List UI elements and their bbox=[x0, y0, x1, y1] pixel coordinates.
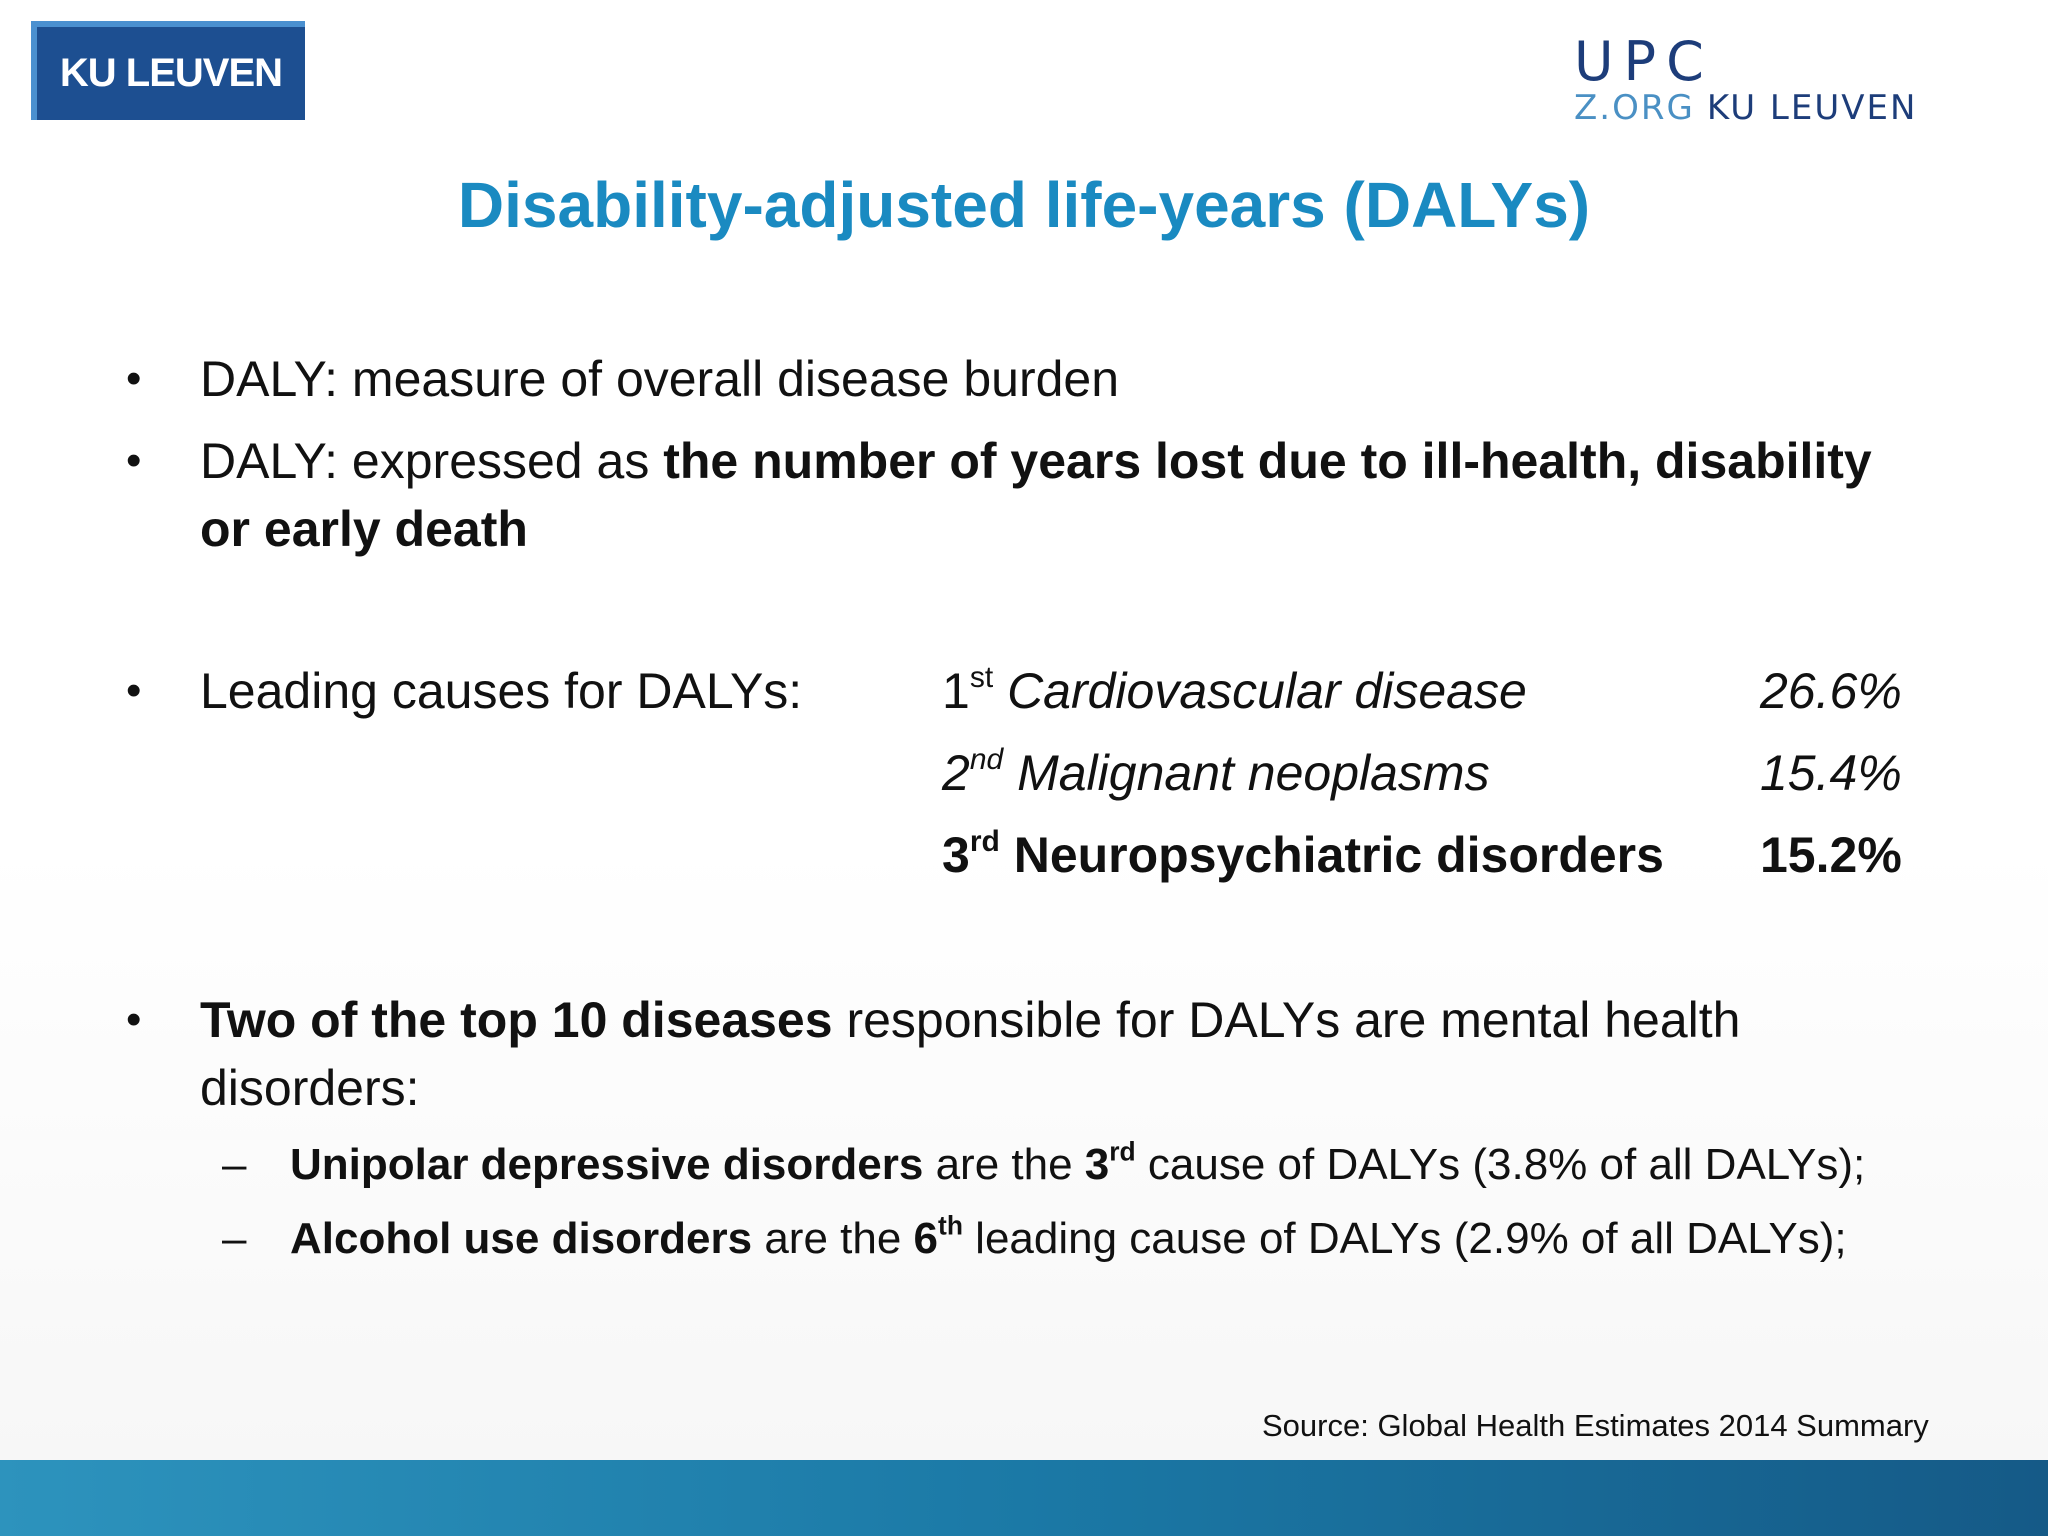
sub-bullet-dash: – bbox=[222, 1140, 247, 1189]
cause-pct-3: 15.2% bbox=[1760, 827, 1902, 883]
bullet-marker: • bbox=[126, 666, 142, 715]
cause-pct-2: 15.4% bbox=[1760, 745, 1902, 801]
cause-rank-suffix: nd bbox=[969, 743, 1004, 776]
cause-rank-suffix: st bbox=[969, 661, 994, 694]
sub-bullet-alcohol: Alcohol use disorders are the 6th leadin… bbox=[290, 1202, 1970, 1276]
cause-rank-suffix: rd bbox=[969, 825, 1000, 858]
slide-title: Disability-adjusted life-years (DALYs) bbox=[457, 169, 1591, 241]
bullet-leading-causes: Leading causes for DALYs: bbox=[200, 663, 803, 719]
sub-bullet-unipolar: Unipolar depressive disorders are the 3r… bbox=[290, 1128, 1970, 1202]
bullet-daly-expressed: DALY: expressed as the number of years l… bbox=[200, 427, 1920, 563]
upc-logo: UPC Z.ORG KU LEUVEN bbox=[1572, 30, 1992, 136]
upc-logo-kuleuven: KU LEUVEN bbox=[1706, 88, 1918, 128]
bullet-top-ten: Two of the top 10 diseases responsible f… bbox=[200, 986, 1820, 1122]
sub-bullet-rest: cause of DALYs (3.8% of all DALYs); bbox=[1135, 1140, 1866, 1189]
sub-bullet-rank-num: 3 bbox=[1084, 1140, 1110, 1189]
sub-bullet-rank-suffix: th bbox=[938, 1210, 963, 1241]
bullet-top-ten-bold: Two of the top 10 diseases bbox=[200, 992, 833, 1048]
sub-bullet-rank: 6th bbox=[913, 1210, 963, 1263]
bullet-marker: • bbox=[126, 995, 142, 1044]
bullet-top-ten-plain: responsible for DALYs are mental health … bbox=[200, 992, 1741, 1116]
sub-bullet-bold: Alcohol use disorders bbox=[290, 1214, 753, 1263]
cause-name: Cardiovascular disease bbox=[1007, 663, 1527, 719]
upc-logo-zorg: Z.ORG bbox=[1574, 88, 1695, 128]
upc-logo-top: UPC bbox=[1574, 30, 1714, 93]
cause-row-2: 2nd Malignant neoplasms bbox=[942, 739, 1490, 807]
sub-bullet-bold: Unipolar depressive disorders bbox=[290, 1140, 924, 1189]
sub-bullet-rank-suffix: rd bbox=[1109, 1136, 1136, 1167]
cause-name: Neuropsychiatric disorders bbox=[1013, 827, 1664, 883]
ku-leuven-logo-text: KU LEUVEN bbox=[59, 51, 283, 95]
ku-leuven-logo: KU LEUVEN bbox=[31, 21, 305, 120]
bullet-marker: • bbox=[126, 436, 142, 485]
upc-logo-bottom: Z.ORG KU LEUVEN bbox=[1574, 88, 1917, 128]
sub-bullet-rest: leading cause of DALYs (2.9% of all DALY… bbox=[962, 1214, 1847, 1263]
bullet-daly-expressed-bold: the number of years lost due to ill-heal… bbox=[200, 433, 1872, 557]
cause-rank: 3 bbox=[942, 827, 970, 883]
cause-rank: 2 bbox=[942, 745, 970, 801]
cause-rank: 1 bbox=[942, 663, 970, 719]
cause-row-3: 3rd Neuropsychiatric disorders bbox=[942, 821, 1664, 889]
footer-band bbox=[0, 1460, 2048, 1536]
sub-bullet-mid: are the bbox=[752, 1214, 914, 1263]
cause-row-1: 1st Cardiovascular disease bbox=[942, 657, 1527, 725]
sub-bullet-mid: are the bbox=[923, 1140, 1085, 1189]
sub-bullet-rank: 3rd bbox=[1084, 1136, 1136, 1189]
cause-name: Malignant neoplasms bbox=[1017, 745, 1490, 801]
source-note: Source: Global Health Estimates 2014 Sum… bbox=[1262, 1408, 1929, 1443]
sub-bullet-dash: – bbox=[222, 1214, 247, 1263]
bullet-daly-measure: DALY: measure of overall disease burden bbox=[200, 351, 1120, 407]
bullet-daly-expressed-plain: DALY: expressed as bbox=[200, 433, 664, 489]
sub-bullet-rank-num: 6 bbox=[913, 1214, 939, 1263]
bullet-marker: • bbox=[126, 354, 142, 403]
cause-pct-1: 26.6% bbox=[1760, 663, 1902, 719]
